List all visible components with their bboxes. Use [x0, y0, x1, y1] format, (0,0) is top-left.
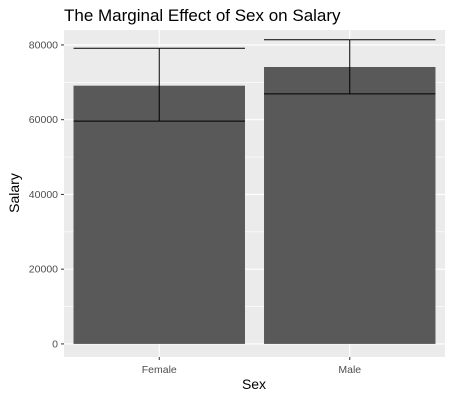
error-bar-female: [73, 47, 245, 122]
y-tick-label: 0: [52, 338, 58, 350]
y-tick-label: 60000: [29, 114, 58, 126]
error-bar-male: [264, 39, 436, 95]
chart-title: The Marginal Effect of Sex on Salary: [64, 6, 341, 25]
bars: [73, 66, 436, 344]
y-tick-label: 20000: [29, 264, 58, 276]
x-tick-label: Female: [142, 364, 177, 376]
x-axis: Female Male: [142, 357, 361, 376]
y-tick-label: 40000: [29, 189, 58, 201]
y-tick-label: 80000: [29, 39, 58, 51]
bar-female: [73, 85, 245, 344]
x-tick-label: Male: [338, 364, 361, 376]
y-axis-title: Salary: [6, 173, 22, 213]
x-axis-title: Sex: [242, 376, 266, 392]
bar-male: [264, 66, 436, 344]
y-axis: 0 20000 40000 60000 80000: [29, 39, 64, 350]
error-bars: [73, 39, 436, 122]
